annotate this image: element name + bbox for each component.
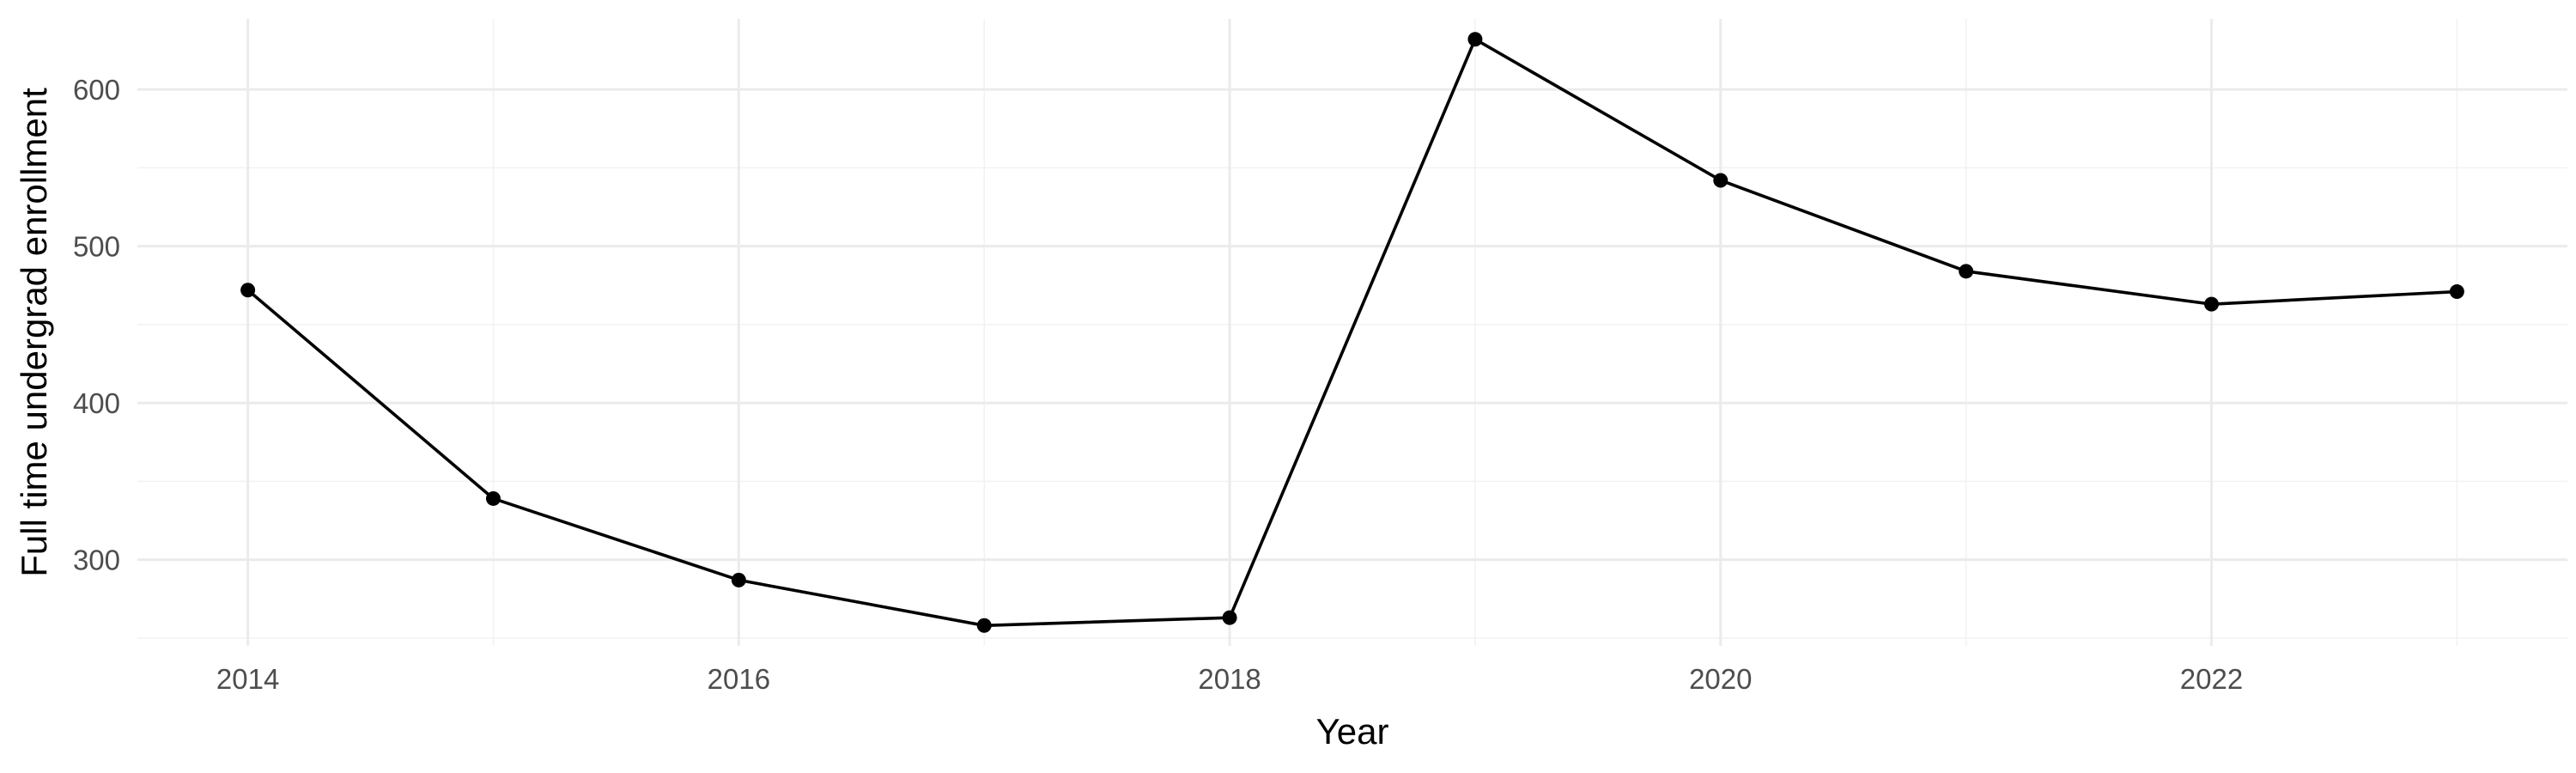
data-point [2449, 284, 2464, 300]
y-tick-label: 300 [73, 545, 120, 576]
data-point [1959, 264, 1974, 279]
x-tick-label: 2016 [708, 663, 770, 695]
data-point [976, 618, 992, 633]
y-axis-title: Full time undergrad enrollment [14, 88, 54, 577]
x-tick-label: 2018 [1198, 663, 1261, 695]
x-axis-tick-labels: 2014 2016 2018 2020 2022 [216, 663, 2243, 695]
data-point [2204, 296, 2220, 312]
data-point [1222, 610, 1237, 625]
data-point [1713, 173, 1728, 188]
data-point [485, 490, 501, 506]
x-tick-label: 2014 [216, 663, 279, 695]
y-tick-label: 500 [73, 231, 120, 263]
data-point [1467, 32, 1483, 47]
y-tick-label: 600 [73, 74, 120, 106]
x-tick-label: 2020 [1689, 663, 1752, 695]
x-axis-title: Year [1316, 711, 1389, 752]
x-tick-label: 2022 [2180, 663, 2243, 695]
y-tick-label: 400 [73, 387, 120, 419]
data-series [240, 32, 2464, 633]
series-line [246, 37, 2458, 628]
data-point [731, 572, 746, 587]
data-point [240, 283, 256, 298]
y-axis-tick-labels: 300 400 500 600 [73, 74, 120, 576]
